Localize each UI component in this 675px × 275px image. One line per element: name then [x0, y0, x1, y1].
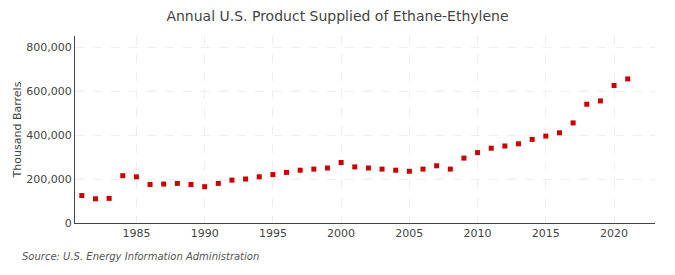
svg-text:200,000: 200,000: [26, 173, 72, 186]
svg-text:2020: 2020: [600, 227, 628, 240]
svg-text:0: 0: [65, 217, 72, 230]
svg-text:2005: 2005: [395, 227, 423, 240]
svg-text:Thousand Barrels: Thousand Barrels: [11, 81, 24, 178]
svg-text:800,000: 800,000: [26, 41, 72, 54]
svg-text:2010: 2010: [464, 227, 492, 240]
svg-text:2015: 2015: [532, 227, 560, 240]
svg-text:1995: 1995: [259, 227, 287, 240]
svg-text:1985: 1985: [122, 227, 150, 240]
svg-text:Annual U.S. Product Supplied o: Annual U.S. Product Supplied of Ethane-E…: [166, 8, 508, 24]
svg-text:Source: U.S. Energy Informatio: Source: U.S. Energy Information Administ…: [22, 251, 259, 262]
svg-text:400,000: 400,000: [26, 129, 72, 142]
svg-text:600,000: 600,000: [26, 85, 72, 98]
svg-text:2000: 2000: [327, 227, 355, 240]
svg-text:1990: 1990: [191, 227, 219, 240]
